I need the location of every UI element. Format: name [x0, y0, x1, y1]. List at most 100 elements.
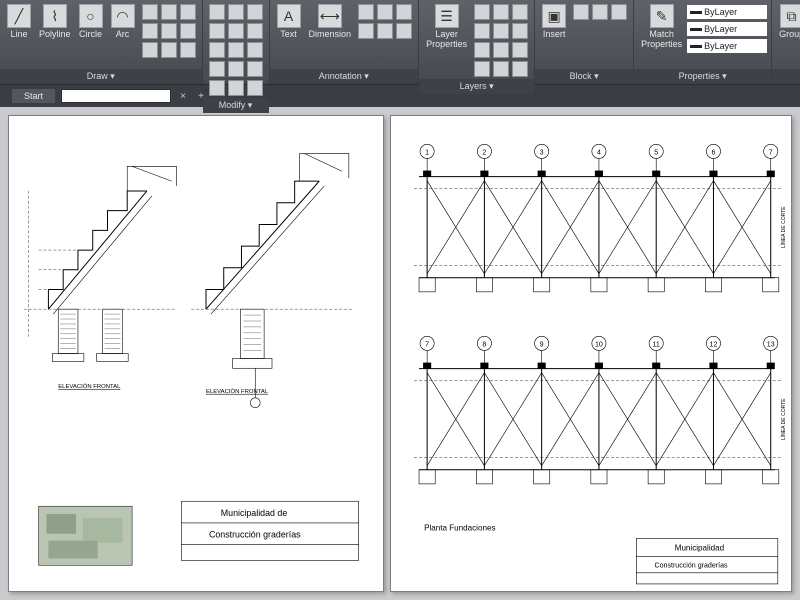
- panel-label: Annotation ▾: [270, 69, 419, 84]
- layers-small-tool[interactable]: [493, 4, 509, 20]
- start-tab[interactable]: Start: [12, 89, 55, 103]
- block-small-tool[interactable]: [611, 4, 627, 20]
- ribbon-panel-block: ▣Insert Block ▾: [535, 0, 634, 84]
- plan-caption: Planta Fundaciones: [424, 523, 495, 532]
- draw-small-tool[interactable]: [161, 42, 177, 58]
- panel-label: Draw ▾: [0, 69, 202, 84]
- layers-small-tool[interactable]: [493, 42, 509, 58]
- layers-small-tool[interactable]: [493, 61, 509, 77]
- drawing-viewport: ELEVACIÓN FRONTAL: [0, 107, 800, 600]
- modify-small-tool[interactable]: [228, 80, 244, 96]
- annotation-small-tool[interactable]: [358, 4, 374, 20]
- layers-small-tool[interactable]: [512, 42, 528, 58]
- text-tool[interactable]: AText: [274, 2, 304, 42]
- svg-text:2: 2: [483, 149, 487, 156]
- ribbon-panel-groups: ⧉Group Groups ▾: [772, 0, 800, 84]
- modify-small-tool[interactable]: [247, 61, 263, 77]
- group-tool[interactable]: ⧉Group: [776, 2, 800, 42]
- draw-small-tool[interactable]: [161, 4, 177, 20]
- layers-small-tool[interactable]: [474, 42, 490, 58]
- svg-text:3: 3: [540, 149, 544, 156]
- property-dropdown[interactable]: ByLayer: [687, 22, 767, 36]
- label-elev1: ELEVACIÓN FRONTAL: [58, 383, 121, 390]
- modify-small-tool[interactable]: [247, 80, 263, 96]
- modify-small-tool[interactable]: [247, 23, 263, 39]
- svg-text:5: 5: [655, 149, 659, 156]
- annotation-small-tool[interactable]: [396, 4, 412, 20]
- tab-close-button[interactable]: ×: [177, 90, 189, 102]
- svg-text:13: 13: [767, 341, 775, 348]
- circle-tool[interactable]: ○Circle: [76, 2, 106, 42]
- layer-props-tool[interactable]: ☰LayerProperties: [423, 2, 470, 52]
- draw-small-tool[interactable]: [142, 23, 158, 39]
- draw-small-tool[interactable]: [180, 42, 196, 58]
- line-tool[interactable]: ╱Line: [4, 2, 34, 42]
- draw-small-tool[interactable]: [161, 23, 177, 39]
- layers-small-tool[interactable]: [512, 4, 528, 20]
- insert-icon: ▣: [542, 4, 566, 28]
- dimension-icon: ⟷: [318, 4, 342, 28]
- property-dropdown[interactable]: ByLayer: [687, 5, 767, 19]
- annotation-small-tool[interactable]: [358, 23, 374, 39]
- insert-tool[interactable]: ▣Insert: [539, 2, 569, 42]
- ribbon: ╱Line⌇Polyline○Circle◠ArcDraw ▾Modify ▾A…: [0, 0, 800, 85]
- match-props-tool[interactable]: ✎MatchProperties: [638, 2, 685, 52]
- block-small-tool[interactable]: [573, 4, 589, 20]
- svg-text:4: 4: [597, 149, 601, 156]
- annotation-small-tool[interactable]: [396, 23, 412, 39]
- layers-small-tool[interactable]: [512, 61, 528, 77]
- sheet-plan[interactable]: 1234567LÍNEA DE CORTE 78910111213LÍNEA D…: [390, 115, 792, 592]
- command-input[interactable]: [61, 89, 171, 103]
- ribbon-panel-properties: ✎MatchPropertiesByLayer ByLayer ByLayer Pro…: [634, 0, 772, 84]
- ribbon-panel-layers: ☰LayerPropertiesLayers ▾: [419, 0, 535, 84]
- property-dropdown[interactable]: ByLayer: [687, 39, 767, 53]
- panel-label: Modify ▾: [203, 98, 269, 113]
- layers-small-tool[interactable]: [512, 23, 528, 39]
- annotation-small-tool[interactable]: [377, 23, 393, 39]
- document-tab-bar: Start × +: [0, 85, 800, 107]
- layer-props-icon: ☰: [435, 4, 459, 28]
- svg-text:7: 7: [769, 149, 773, 156]
- line-swatch-icon: [690, 45, 702, 48]
- layers-small-tool[interactable]: [474, 61, 490, 77]
- circle-icon: ○: [79, 4, 103, 28]
- modify-small-tool[interactable]: [228, 61, 244, 77]
- draw-small-tool[interactable]: [180, 23, 196, 39]
- modify-small-tool[interactable]: [228, 42, 244, 58]
- svg-text:10: 10: [595, 341, 603, 348]
- modify-small-tool[interactable]: [209, 42, 225, 58]
- layers-small-tool[interactable]: [493, 23, 509, 39]
- sheet-elevations[interactable]: ELEVACIÓN FRONTAL: [8, 115, 384, 592]
- modify-small-tool[interactable]: [228, 4, 244, 20]
- block-small-tool[interactable]: [592, 4, 608, 20]
- layers-small-tool[interactable]: [474, 23, 490, 39]
- dimension-tool[interactable]: ⟷Dimension: [306, 2, 355, 42]
- annotation-small-tool[interactable]: [377, 4, 393, 20]
- modify-small-tool[interactable]: [247, 4, 263, 20]
- svg-text:12: 12: [710, 341, 718, 348]
- ribbon-panel-modify: Modify ▾: [203, 0, 270, 84]
- modify-small-tool[interactable]: [209, 23, 225, 39]
- svg-text:11: 11: [653, 341, 660, 348]
- panel-label: Properties ▾: [634, 69, 771, 84]
- svg-text:6: 6: [712, 149, 716, 156]
- svg-text:LÍNEA DE CORTE: LÍNEA DE CORTE: [780, 398, 787, 440]
- draw-small-tool[interactable]: [142, 42, 158, 58]
- ribbon-panel-annotation: AText⟷Dimension Annotation ▾: [270, 0, 420, 84]
- layers-small-tool[interactable]: [474, 4, 490, 20]
- draw-small-tool[interactable]: [180, 4, 196, 20]
- modify-small-tool[interactable]: [209, 61, 225, 77]
- modify-small-tool[interactable]: [228, 23, 244, 39]
- polyline-icon: ⌇: [43, 4, 67, 28]
- draw-small-tool[interactable]: [142, 4, 158, 20]
- arc-tool[interactable]: ◠Arc: [108, 2, 138, 42]
- panel-label: Groups ▾: [772, 69, 800, 84]
- modify-small-tool[interactable]: [209, 80, 225, 96]
- group-icon: ⧉: [780, 4, 800, 28]
- svg-text:LÍNEA DE CORTE: LÍNEA DE CORTE: [780, 206, 787, 248]
- panel-label: Block ▾: [535, 69, 633, 84]
- text-icon: A: [277, 4, 301, 28]
- polyline-tool[interactable]: ⌇Polyline: [36, 2, 74, 42]
- modify-small-tool[interactable]: [209, 4, 225, 20]
- modify-small-tool[interactable]: [247, 42, 263, 58]
